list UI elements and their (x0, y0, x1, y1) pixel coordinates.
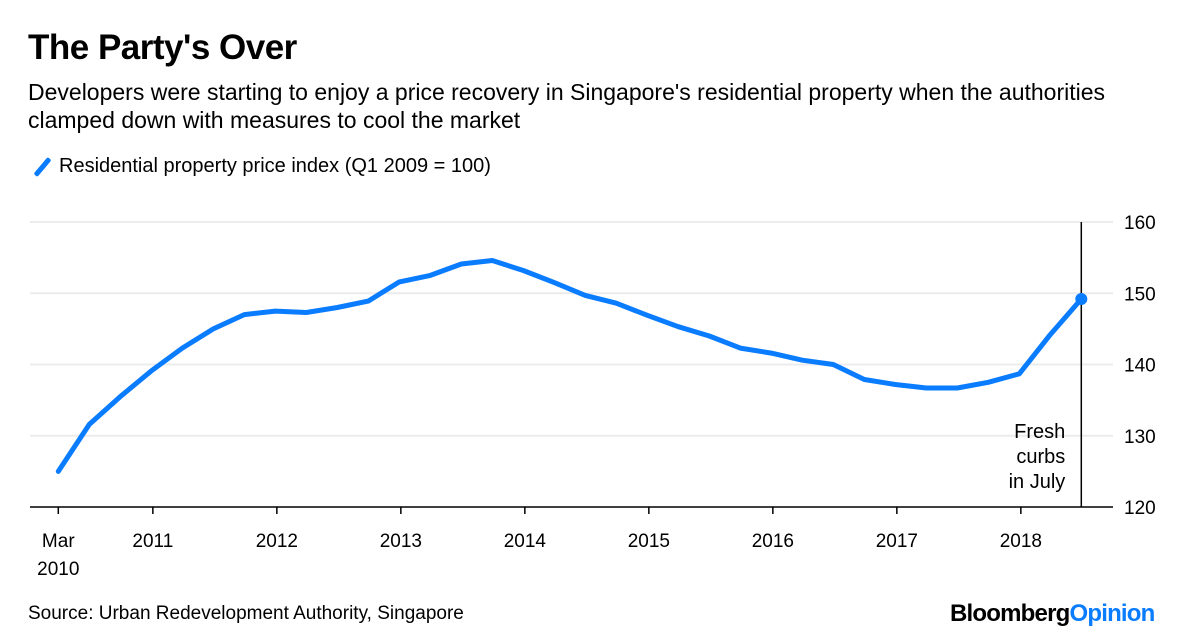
y-tick-label: 150 (1124, 284, 1156, 305)
logo-accent: Opinion (1069, 600, 1155, 627)
annotation-text: curbs (1016, 446, 1065, 468)
legend: Residential property price index (Q1 200… (33, 155, 491, 178)
y-tick-label: 140 (1124, 356, 1156, 377)
chart-subtitle: Developers were starting to enjoy a pric… (28, 79, 1106, 133)
x-tick-label: 2014 (504, 531, 547, 552)
x-tick-label: 2010 (37, 559, 79, 580)
y-tick-label: 130 (1124, 427, 1156, 448)
legend-label: Residential property price index (Q1 200… (59, 155, 491, 177)
y-tick-label: 120 (1124, 498, 1156, 519)
source-note: Source: Urban Redevelopment Authority, S… (28, 603, 464, 624)
end-point-marker (1075, 292, 1088, 305)
x-tick-label: 2012 (256, 531, 298, 552)
annotation-text: in July (1009, 471, 1066, 493)
y-tick-label: 160 (1124, 213, 1156, 234)
logo-main: Bloomberg (950, 600, 1070, 627)
x-tick-label: 2018 (1000, 531, 1042, 552)
series-line (55, 258, 1084, 474)
x-tick-label: 2013 (380, 531, 422, 552)
x-tick-label: 2017 (876, 531, 918, 552)
bloomberg-opinion-logo: BloombergOpinion (950, 600, 1155, 628)
x-tick-label: 2011 (132, 531, 173, 552)
x-tick-label: 2015 (628, 531, 670, 552)
x-tick-label: 2016 (752, 531, 794, 552)
x-tick-label: Mar (42, 531, 75, 552)
annotation-text: Fresh (1014, 421, 1065, 443)
chart-title: The Party's Over (28, 28, 297, 67)
